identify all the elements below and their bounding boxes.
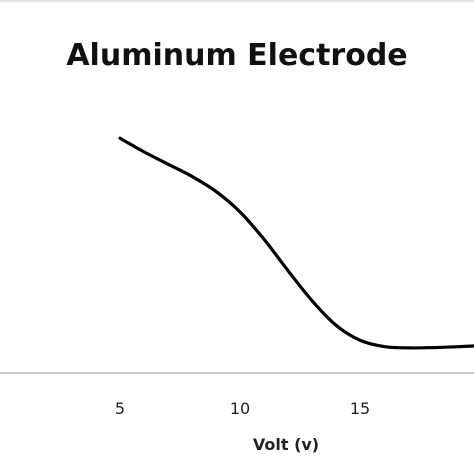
chart-title: Aluminum Electrode	[66, 38, 407, 73]
series-line	[118, 136, 474, 350]
x-tick-label: 5	[115, 399, 125, 418]
x-tick-label: 10	[230, 399, 250, 418]
x-tick-label: 15	[350, 399, 370, 418]
plot-area	[0, 136, 474, 374]
x-axis-ticks: 5 10 15	[115, 399, 370, 418]
x-axis-label: Volt (v)	[253, 435, 319, 454]
